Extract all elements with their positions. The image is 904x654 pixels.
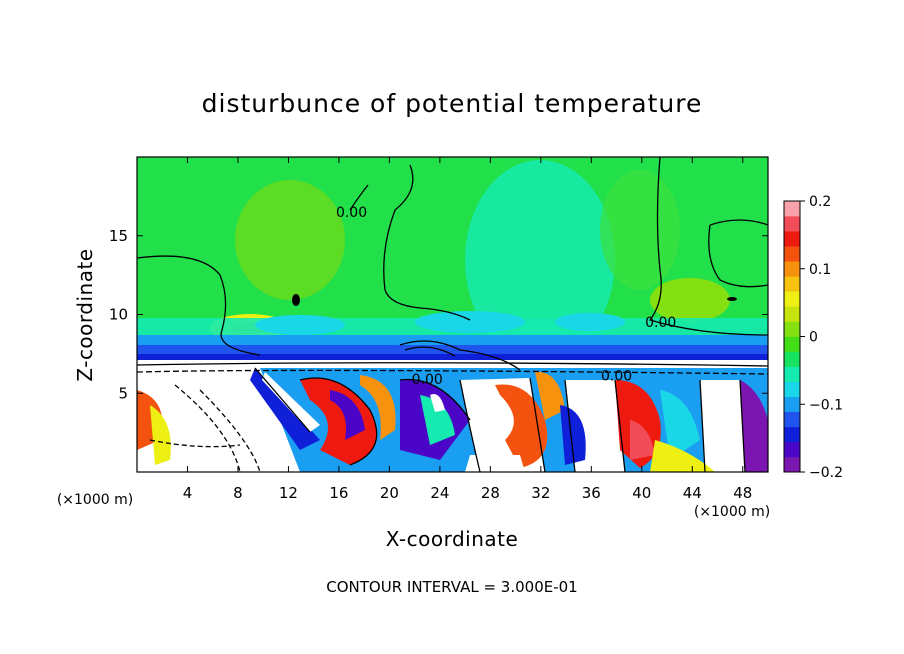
colorbar-swatch [784, 201, 800, 217]
colorbar-tick-label: −0.1 [809, 397, 843, 413]
x-tick-label: 8 [233, 484, 243, 502]
x-tick-label: 12 [279, 484, 298, 502]
contour-label: 0.00 [601, 369, 632, 385]
y-tick-label: 15 [109, 227, 128, 245]
colorbar-swatch [784, 441, 800, 458]
closed-contour-marker [727, 297, 737, 301]
x-tick-label: 40 [632, 484, 651, 502]
x-tick-label: 16 [329, 484, 348, 502]
plot-area: 0.00 0.00 0.00 0.00 [136, 156, 769, 473]
colorbar-tick-label: 0.1 [809, 262, 831, 278]
colorbar-swatch [784, 216, 800, 232]
colorbar-tick-label: −0.2 [809, 465, 843, 481]
colorbar-swatch [784, 261, 800, 277]
colorbar-swatch [784, 396, 800, 413]
chart-title: disturbunce of potential temperature [202, 89, 703, 118]
field-shading [137, 160, 768, 368]
x-tick-label: 20 [380, 484, 399, 502]
y-tick-label: 10 [109, 306, 128, 324]
x-tick-label: 36 [582, 484, 601, 502]
x-tick-label: 32 [531, 484, 550, 502]
colorbar-swatch [784, 246, 800, 262]
colorbar-tick-label: 0.2 [809, 194, 831, 210]
colorbar-swatch [784, 321, 800, 337]
contour-label: 0.00 [645, 315, 676, 331]
lower-layer-shading [137, 368, 768, 472]
closed-contour-marker [292, 294, 300, 306]
colorbar-swatch [784, 336, 800, 352]
colorbar-swatch [784, 351, 800, 367]
colorbar-swatch [784, 456, 800, 473]
colorbar: 0.2 0.1 0 −0.1 −0.2 [783, 194, 843, 481]
y-axis-title: Z-coordinate [73, 248, 97, 381]
colorbar-tick-label: 0 [809, 330, 818, 346]
x-unit-label-right: (×1000 m) [694, 504, 770, 520]
contour-label: 0.00 [412, 372, 443, 388]
x-unit-label-left: (×1000 m) [57, 492, 133, 508]
colorbar-swatch [784, 306, 800, 322]
colorbar-swatch [784, 426, 800, 443]
colorbar-swatch [784, 411, 800, 428]
contour-lines [137, 157, 768, 472]
y-tick-label: 5 [118, 384, 128, 402]
colorbar-swatch [784, 366, 800, 382]
contour-label: 0.00 [336, 205, 367, 221]
contour-interval-note: CONTOUR INTERVAL = 3.000E-01 [326, 578, 577, 596]
colorbar-swatch [784, 231, 800, 247]
x-tick-label: 44 [683, 484, 702, 502]
x-tick-label: 48 [733, 484, 752, 502]
x-axis-title: X-coordinate [386, 527, 519, 551]
colorbar-swatch [784, 381, 800, 398]
x-tick-label: 28 [481, 484, 500, 502]
x-tick-label: 24 [430, 484, 449, 502]
colorbar-swatch [784, 291, 800, 307]
colorbar-swatch [784, 276, 800, 292]
x-tick-label: 4 [183, 484, 193, 502]
